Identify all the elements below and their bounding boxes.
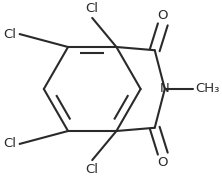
Text: Cl: Cl	[86, 2, 99, 15]
Text: CH₃: CH₃	[195, 82, 219, 96]
Text: N: N	[160, 82, 170, 96]
Text: Cl: Cl	[4, 28, 17, 41]
Text: O: O	[158, 9, 168, 22]
Text: O: O	[158, 156, 168, 169]
Text: Cl: Cl	[86, 163, 99, 176]
Text: Cl: Cl	[4, 137, 17, 150]
